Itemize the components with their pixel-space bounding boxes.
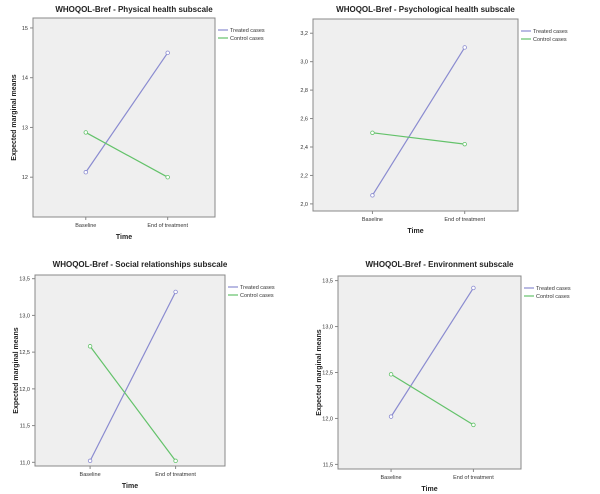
x-tick-label: End of treatment (147, 223, 188, 229)
y-tick-label: 14 (22, 76, 28, 82)
legend-label-treated: Treated cases (230, 28, 265, 34)
x-axis-label: Time (421, 486, 437, 493)
y-tick-label: 11,5 (323, 462, 333, 468)
chart-psychological-health: WHOQOL-Bref - Psychological health subsc… (300, 5, 568, 235)
data-point-control (462, 141, 467, 147)
x-axis-label: Time (407, 228, 423, 235)
y-tick-label: 13,0 (19, 313, 30, 319)
chart-title: WHOQOL-Bref - Environment subscale (365, 260, 514, 269)
data-point-treated (173, 289, 178, 295)
data-point-treated (87, 458, 93, 464)
series-line-treated (85, 52, 169, 173)
y-tick-label: 12 (22, 175, 28, 181)
data-point-control (165, 174, 170, 180)
y-tick-label: 12,5 (322, 371, 333, 377)
y-tick-label: 13,2 (300, 31, 308, 37)
legend-label-treated: Treated cases (240, 285, 275, 291)
y-tick-label: 12,5 (19, 350, 30, 356)
legend-label-control: Control cases (533, 37, 567, 43)
data-point-control (471, 422, 476, 428)
chart-title: WHOQOL-Bref - Physical health subscale (55, 5, 213, 14)
series-line-treated (390, 287, 474, 417)
x-tick-label: Baseline (80, 472, 101, 478)
x-tick-label: End of treatment (453, 475, 494, 481)
series-line-control (85, 131, 168, 178)
x-tick-label: Baseline (75, 223, 96, 229)
y-axis-label: Expected marginal means (316, 329, 323, 415)
legend-label-treated: Treated cases (533, 29, 568, 35)
chart-title: WHOQOL-Bref - Psychological health subsc… (336, 5, 515, 14)
y-axis-label: Expected marginal means (13, 327, 20, 413)
y-tick-label: 13,5 (19, 277, 30, 283)
series-line-treated (371, 47, 466, 196)
legend-label-treated: Treated cases (536, 286, 571, 292)
y-tick-label: 12,6 (300, 117, 308, 123)
y-axis-label: Expected marginal means (11, 74, 18, 160)
y-tick-label: 13 (22, 125, 28, 131)
y-tick-label: 11,0 (20, 460, 30, 466)
x-tick-label: Baseline (362, 217, 383, 223)
y-tick-label: 15 (22, 26, 28, 32)
y-tick-label: 12,0 (322, 416, 333, 422)
y-tick-label: 12,0 (19, 387, 30, 393)
series-line-control (89, 345, 177, 462)
y-tick-label: 11,5 (20, 424, 30, 430)
series-line-control (372, 132, 465, 145)
x-tick-label: Baseline (381, 475, 402, 481)
x-tick-label: End of treatment (155, 472, 196, 478)
data-point-control (173, 458, 178, 464)
series-line-treated (89, 291, 177, 462)
series-line-control (390, 373, 474, 426)
plot-area (312, 18, 519, 212)
data-point-control (388, 372, 394, 377)
x-axis-label: Time (116, 234, 132, 240)
legend-label-control: Control cases (240, 293, 274, 299)
data-point-treated (471, 285, 476, 291)
data-point-treated (165, 50, 170, 56)
data-point-control (370, 130, 375, 135)
legend-label-control: Control cases (230, 36, 264, 42)
y-tick-label: 12,0 (300, 202, 308, 208)
y-tick-label: 13,5 (322, 279, 333, 285)
chart-environment: WHOQOL-Bref - Environment subscale 11,5 12… (316, 260, 571, 493)
chart-social-relationships: WHOQOL-Bref - Social relationships subsc… (13, 260, 275, 490)
x-axis-label: Time (122, 483, 138, 490)
plot-area (337, 275, 522, 470)
data-point-control (87, 344, 93, 349)
y-tick-label: 12,2 (300, 173, 308, 179)
data-point-treated (83, 170, 88, 175)
legend-label-control: Control cases (536, 294, 570, 300)
y-tick-label: 12,4 (300, 145, 308, 151)
y-tick-label: 12,8 (300, 88, 308, 94)
data-point-treated (462, 45, 467, 50)
data-point-treated (370, 193, 375, 198)
x-tick-label: End of treatment (444, 217, 485, 223)
y-tick-label: 13,0 (322, 325, 333, 331)
chart-physical-health: WHOQOL-Bref - Physical health subscale 12… (11, 5, 265, 240)
chart-title: WHOQOL-Bref - Social relationships subsc… (53, 260, 228, 269)
data-point-treated (388, 414, 394, 419)
plot-area (34, 274, 226, 467)
y-tick-label: 13,0 (300, 60, 308, 66)
data-point-control (83, 130, 88, 135)
